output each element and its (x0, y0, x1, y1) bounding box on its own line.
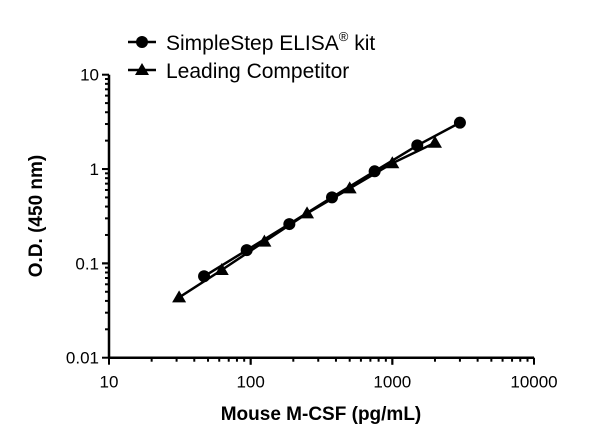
plot-area (172, 116, 466, 303)
data-point-triangle (342, 181, 357, 194)
x-tick-label: 10000 (510, 373, 557, 392)
y-tick-label: 10 (80, 66, 99, 85)
x-tick-label: 10 (100, 373, 119, 392)
x-tick-label: 1000 (373, 373, 411, 392)
legend-marker-triangle (135, 63, 149, 75)
data-point-triangle (427, 135, 442, 148)
y-axis-label: O.D. (450 nm) (26, 155, 47, 277)
legend-label-simplestep: SimpleStep ELISA® kit (166, 29, 375, 55)
legend: SimpleStep ELISA® kit Leading Competitor (128, 29, 375, 83)
data-point-triangle (172, 290, 187, 303)
legend-marker-circle (136, 36, 148, 48)
data-point-triangle (257, 234, 272, 247)
axes: 10 100 1000 10000 0.01 0.1 1 10 (66, 66, 558, 392)
x-axis-label: Mouse M-CSF (pg/mL) (221, 404, 422, 425)
data-point-triangle (300, 206, 315, 219)
legend-label-competitor: Leading Competitor (166, 60, 349, 83)
y-tick-label: 1 (90, 160, 99, 179)
data-point-triangle (385, 156, 400, 169)
data-point-circle (240, 244, 253, 257)
data-point-triangle (214, 263, 229, 276)
y-tick-label: 0.01 (66, 349, 99, 368)
y-tick-label: 0.1 (75, 254, 99, 273)
data-point-circle (453, 116, 466, 129)
data-point-circle (411, 139, 424, 152)
x-tick-label: 100 (236, 373, 264, 392)
